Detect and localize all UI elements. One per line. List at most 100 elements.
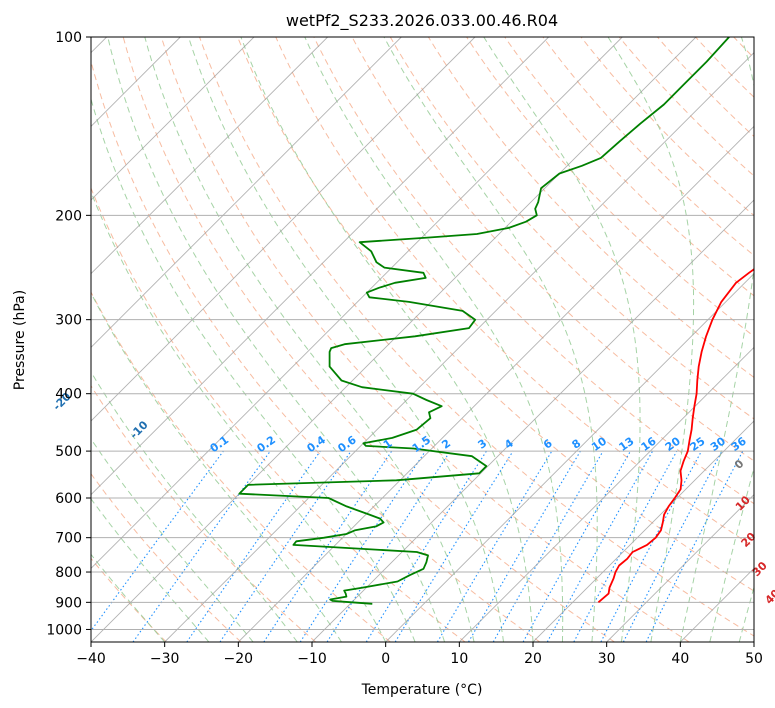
mixing-ratio-line	[186, 450, 321, 642]
background-lines	[91, 24, 775, 642]
isotherm-line	[164, 52, 754, 642]
mixing-ratio-label: 0.4	[305, 433, 329, 455]
x-tick-label: 10	[450, 651, 468, 667]
mixing-ratio-label: 0.2	[255, 433, 278, 455]
dry-adiabat-line	[504, 37, 754, 297]
y-axis-title: Pressure (hPa)	[12, 290, 28, 390]
mixing-ratio-line	[299, 450, 426, 642]
mixing-ratio-line	[263, 450, 393, 642]
moist-adiabat-label: 10	[733, 493, 753, 513]
dry-adiabat-line	[237, 37, 754, 592]
x-axis: −40 −30 −20 −10 0 10 20 30 40 50	[76, 642, 763, 667]
moist-adiabat-line	[91, 292, 342, 642]
mixing-ratio-line	[91, 450, 224, 632]
moist-adiabat-line	[607, 37, 695, 642]
isotherm-line	[91, 37, 328, 275]
mixing-ratio-line	[365, 450, 487, 642]
mixing-ratio-label: 1	[381, 437, 395, 452]
isotherm-line	[91, 37, 255, 201]
isotherm-line	[238, 125, 754, 642]
mixing-ratio-line	[645, 450, 744, 642]
dry-adiabat-line	[198, 37, 754, 637]
x-tick-label: 40	[671, 651, 689, 667]
dewpoint-profile-line	[238, 37, 730, 605]
plot-frame	[90, 36, 755, 643]
moist-adiabat-line	[188, 37, 504, 642]
mixing-ratio-line	[546, 450, 654, 642]
x-tick-label: −10	[297, 651, 327, 667]
y-tick-label: 800	[55, 565, 82, 581]
y-tick-label: 1000	[46, 622, 82, 638]
moist-adiabat-line	[483, 37, 641, 642]
y-tick-label: 900	[55, 595, 82, 611]
dry-adiabat-label: -30	[0, 361, 2, 384]
dry-adiabat-line	[91, 291, 391, 642]
moist-adiabat-line	[240, 37, 534, 642]
mixing-ratio-label: 0.1	[208, 433, 231, 455]
dry-adiabat-line	[313, 37, 754, 505]
dry-adiabat-line	[122, 37, 615, 642]
mixing-ratio-label: 6	[541, 437, 555, 452]
moist-adiabat-line	[679, 37, 754, 642]
dry-adiabat-line	[91, 472, 242, 642]
y-tick-label: 300	[55, 313, 82, 329]
mixing-ratio-label: 2	[439, 437, 453, 452]
moist-adiabat-line	[91, 190, 387, 642]
moist-adiabat-label: 30	[750, 559, 770, 579]
isotherm-line	[680, 567, 754, 642]
x-tick-label: 50	[745, 651, 763, 667]
dry-adiabat-line	[275, 37, 754, 548]
dry-adiabat-line	[656, 37, 754, 138]
mixing-ratio-label: 0.6	[335, 433, 359, 455]
mixing-ratio-line	[326, 450, 451, 642]
y-tick-label: 700	[55, 531, 82, 547]
isotherm-line	[532, 420, 754, 642]
moist-adiabat-label: 40	[763, 587, 775, 607]
x-tick-label: −20	[224, 651, 254, 667]
moist-adiabat-line	[91, 553, 166, 642]
moist-adiabat-line	[709, 465, 754, 642]
isotherm-line	[91, 37, 476, 422]
moist-adiabat-line	[91, 438, 254, 642]
y-tick-label: 200	[55, 208, 82, 224]
mixing-ratio-line	[573, 450, 678, 642]
isotherm-line	[91, 37, 623, 569]
x-tick-label: 30	[598, 651, 616, 667]
x-tick-label: 20	[524, 651, 542, 667]
moist-adiabat-line	[91, 370, 298, 642]
isotherm-line	[91, 37, 402, 348]
y-tick-label: 400	[55, 387, 82, 403]
x-tick-label: −30	[150, 651, 180, 667]
moist-adiabat-line	[144, 37, 475, 642]
dry-adiabat-line	[91, 384, 317, 642]
moist-adiabat-line	[91, 497, 210, 642]
isotherm-line	[606, 494, 754, 642]
dry-adiabat-line	[160, 37, 690, 642]
mixing-ratio-line	[522, 450, 631, 642]
dry-adiabat-line	[694, 37, 754, 98]
temperature-profile-line	[597, 268, 754, 603]
dry-adiabat-line	[759, 24, 775, 642]
chart-title: wetPf2_S233.2026.033.00.46.R04	[286, 11, 558, 31]
moist-adiabat-label: 0	[732, 457, 747, 472]
mixing-ratio-line	[394, 450, 514, 642]
moist-adiabat-label: 20	[739, 530, 759, 550]
moist-adiabat-line	[304, 37, 564, 642]
isotherm-line	[459, 346, 754, 642]
y-tick-label: 100	[55, 30, 82, 46]
isotherm-line	[311, 199, 754, 642]
moist-adiabat-line	[383, 37, 598, 642]
isotherm-line	[753, 641, 754, 642]
moist-adiabat-line	[738, 585, 754, 642]
x-tick-label: 0	[381, 651, 390, 667]
isotherm-line	[385, 273, 754, 642]
mixing-ratio-label: 8	[570, 437, 584, 452]
dry-adiabat-line	[91, 59, 541, 642]
y-tick-label: 600	[55, 491, 82, 507]
series-lines	[238, 37, 754, 605]
isotherm-line	[91, 37, 549, 496]
mixing-ratio-label: 3	[476, 437, 490, 452]
mixing-ratio-line	[600, 450, 702, 642]
mixing-ratio-line	[132, 450, 271, 642]
